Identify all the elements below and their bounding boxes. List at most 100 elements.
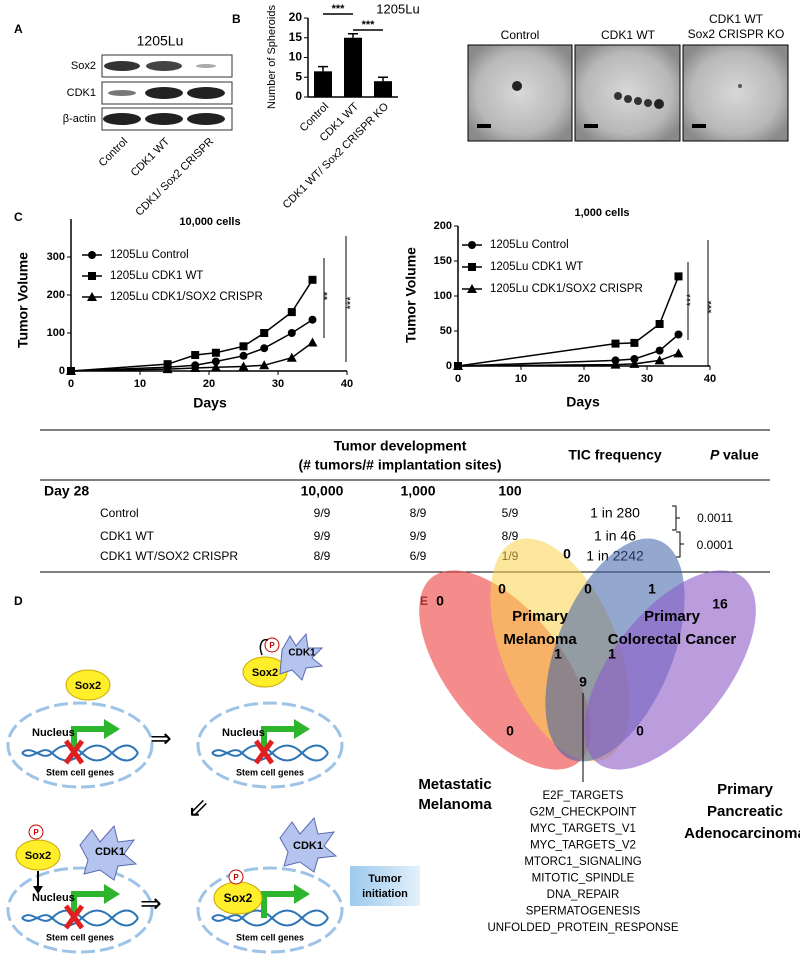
table-cell: 1 in 280	[590, 505, 640, 521]
data-point	[307, 337, 318, 347]
panel-label: D	[14, 594, 23, 608]
x-tick-label: 0	[455, 373, 461, 385]
diagram-outcome: Tumor	[368, 873, 402, 885]
arrow: ⇒	[140, 888, 162, 918]
data-point	[211, 357, 220, 366]
diagram-label: P	[269, 641, 275, 650]
table-cell: 9/9	[314, 506, 331, 520]
y-tick-label: 200	[47, 289, 65, 301]
data-point	[308, 315, 317, 324]
table-header: TIC frequency	[568, 447, 662, 463]
micrograph	[574, 44, 681, 142]
table-header: P	[710, 447, 720, 463]
table-row-label: CDK1 WT/SOX2 CRISPR	[100, 549, 238, 563]
bar	[344, 37, 362, 97]
x-tick-label: 20	[203, 378, 215, 390]
data-point	[453, 361, 463, 370]
legend-marker	[468, 263, 476, 271]
venn-set-label: Pancreatic	[707, 803, 783, 820]
table-header: value	[723, 447, 759, 463]
error-bar	[348, 33, 358, 38]
legend-marker	[467, 284, 477, 293]
diagram-label: Stem cell genes	[46, 932, 114, 942]
table-cell: 9/9	[410, 529, 427, 543]
error-bar	[378, 76, 388, 82]
venn-set-label: Primary	[717, 781, 774, 798]
venn-count: 1	[608, 646, 616, 662]
data-point	[66, 366, 76, 375]
bar	[374, 81, 392, 97]
chart-title: 1205Lu	[376, 1, 419, 16]
y-tick-label: 100	[47, 327, 65, 339]
diagram-label: Stem cell genes	[236, 767, 304, 777]
venn-gene: MTORC1_SIGNALING	[524, 856, 641, 868]
data-point	[260, 344, 269, 353]
x-tick-label: 40	[341, 378, 353, 390]
table-dose: 100	[498, 483, 522, 499]
data-point	[239, 351, 248, 360]
significance-label: ***	[706, 300, 718, 314]
legend-label: 1205Lu CDK1/SOX2 CRISPR	[490, 283, 643, 295]
table-day: Day 28	[44, 483, 89, 499]
legend-label: 1205Lu CDK1 WT	[490, 261, 583, 273]
table-dose: 10,000	[301, 483, 344, 499]
y-tick-label: 300	[47, 251, 65, 263]
significance-label: ***	[362, 19, 376, 31]
significance-label: ***	[332, 3, 346, 15]
venn-set-label: Melanoma	[503, 631, 577, 648]
diagram-label: Sox2	[252, 667, 278, 679]
table-cell: 9/9	[314, 529, 331, 543]
venn-count: 9	[579, 674, 587, 690]
y-tick-label: 5	[295, 69, 302, 83]
legend-label: 1205Lu CDK1/SOX2 CRISPR	[110, 291, 263, 303]
significance-label: ***	[685, 293, 697, 307]
venn-gene: UNFOLDED_PROTEIN_RESPONSE	[487, 922, 678, 934]
x-tick-label: 0	[68, 378, 74, 390]
table-p-value: 0.0011	[697, 511, 733, 525]
table-header: Tumor development	[334, 438, 467, 454]
series-line	[70, 341, 313, 372]
venn-gene: DNA_REPAIR	[547, 889, 620, 901]
data-point	[611, 339, 620, 348]
legend-marker	[87, 292, 97, 301]
y-tick-label: 100	[434, 290, 452, 302]
venn-count: 0	[584, 581, 592, 597]
y-tick-label: 0	[295, 89, 302, 103]
diagram-label: P	[33, 828, 39, 837]
data-point	[260, 329, 269, 337]
blot	[101, 54, 233, 131]
data-point	[259, 360, 270, 370]
data-point	[191, 351, 200, 360]
data-point	[655, 320, 664, 328]
y-tick-label: 200	[434, 220, 452, 232]
blot-title: 1205Lu	[137, 33, 184, 49]
diagram-label: Nucleus	[222, 727, 265, 739]
x-tick-label: 10	[134, 378, 146, 390]
y-tick-label: 10	[289, 50, 303, 64]
panel-label: B	[232, 12, 241, 26]
table-cell: 5/9	[502, 506, 519, 520]
y-tick-label: 150	[434, 255, 452, 267]
diagram-label: Sox2	[224, 891, 253, 905]
y-tick-label: 0	[446, 360, 452, 372]
diagram-label: Sox2	[75, 680, 101, 692]
significance-label: ***	[345, 296, 357, 310]
panel-label: C	[14, 210, 23, 224]
bar	[314, 71, 332, 97]
table-cell: 1 in 46	[594, 528, 636, 544]
micrograph	[467, 44, 573, 142]
venn-count: 0	[563, 546, 571, 562]
micrograph-label: Control	[501, 28, 540, 42]
table-row-label: CDK1 WT	[100, 529, 155, 543]
venn-set-label: Melanoma	[418, 796, 492, 813]
blot-row-label: β-actin	[63, 113, 96, 125]
diagram-label: CDK1	[293, 840, 323, 852]
x-tick-label: 10	[515, 373, 527, 385]
legend-label: 1205Lu CDK1 WT	[110, 270, 203, 282]
data-point	[308, 275, 317, 284]
data-point	[190, 362, 201, 372]
blot-row-label: CDK1	[67, 87, 96, 99]
series-line	[70, 319, 313, 372]
venn-count: 0	[498, 581, 506, 597]
